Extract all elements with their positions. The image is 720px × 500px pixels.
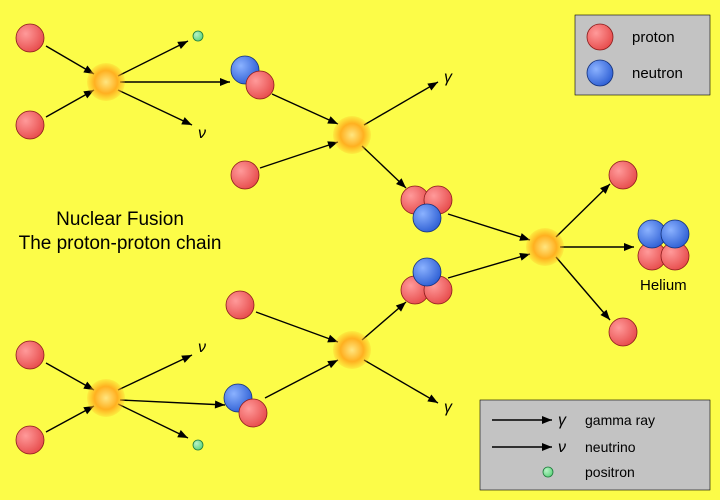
- neutron-icon: [661, 220, 689, 248]
- fusion-glow-icon: [526, 228, 564, 266]
- positron-icon: [193, 440, 203, 450]
- diagram-subtitle: The proton-proton chain: [19, 233, 222, 254]
- positron-icon: [543, 467, 553, 477]
- proton-icon: [231, 161, 259, 189]
- diagram-title: Nuclear Fusion: [56, 209, 184, 230]
- proton-icon: [16, 24, 44, 52]
- proton-icon: [239, 399, 267, 427]
- neutron-icon: [413, 204, 441, 232]
- legend-label: proton: [632, 29, 675, 46]
- proton-icon: [609, 318, 637, 346]
- proton-icon: [16, 426, 44, 454]
- proton-icon: [226, 291, 254, 319]
- proton-icon: [16, 341, 44, 369]
- proton-icon: [246, 71, 274, 99]
- proton-icon: [16, 111, 44, 139]
- neutron-icon: [587, 60, 613, 86]
- symbol-label: ν: [198, 339, 206, 356]
- proton-icon: [609, 161, 637, 189]
- fusion-glow-icon: [87, 379, 125, 417]
- fusion-diagram: νγνγNuclear FusionThe proton-proton chai…: [0, 0, 720, 500]
- fusion-glow-icon: [87, 63, 125, 101]
- svg-text:ν: ν: [558, 439, 566, 456]
- legend-label: neutrino: [585, 439, 636, 455]
- legend-label: gamma ray: [585, 412, 655, 428]
- symbol-label: ν: [198, 125, 206, 142]
- symbol-label: γ: [444, 399, 453, 416]
- positron-icon: [193, 31, 203, 41]
- proton-icon: [587, 24, 613, 50]
- fusion-glow-icon: [333, 116, 371, 154]
- svg-text:γ: γ: [558, 412, 567, 429]
- helium-label: Helium: [640, 277, 687, 294]
- symbol-label: γ: [444, 69, 453, 86]
- neutron-icon: [413, 258, 441, 286]
- legend-label: neutron: [632, 65, 683, 82]
- fusion-glow-icon: [333, 331, 371, 369]
- legend-label: positron: [585, 464, 635, 480]
